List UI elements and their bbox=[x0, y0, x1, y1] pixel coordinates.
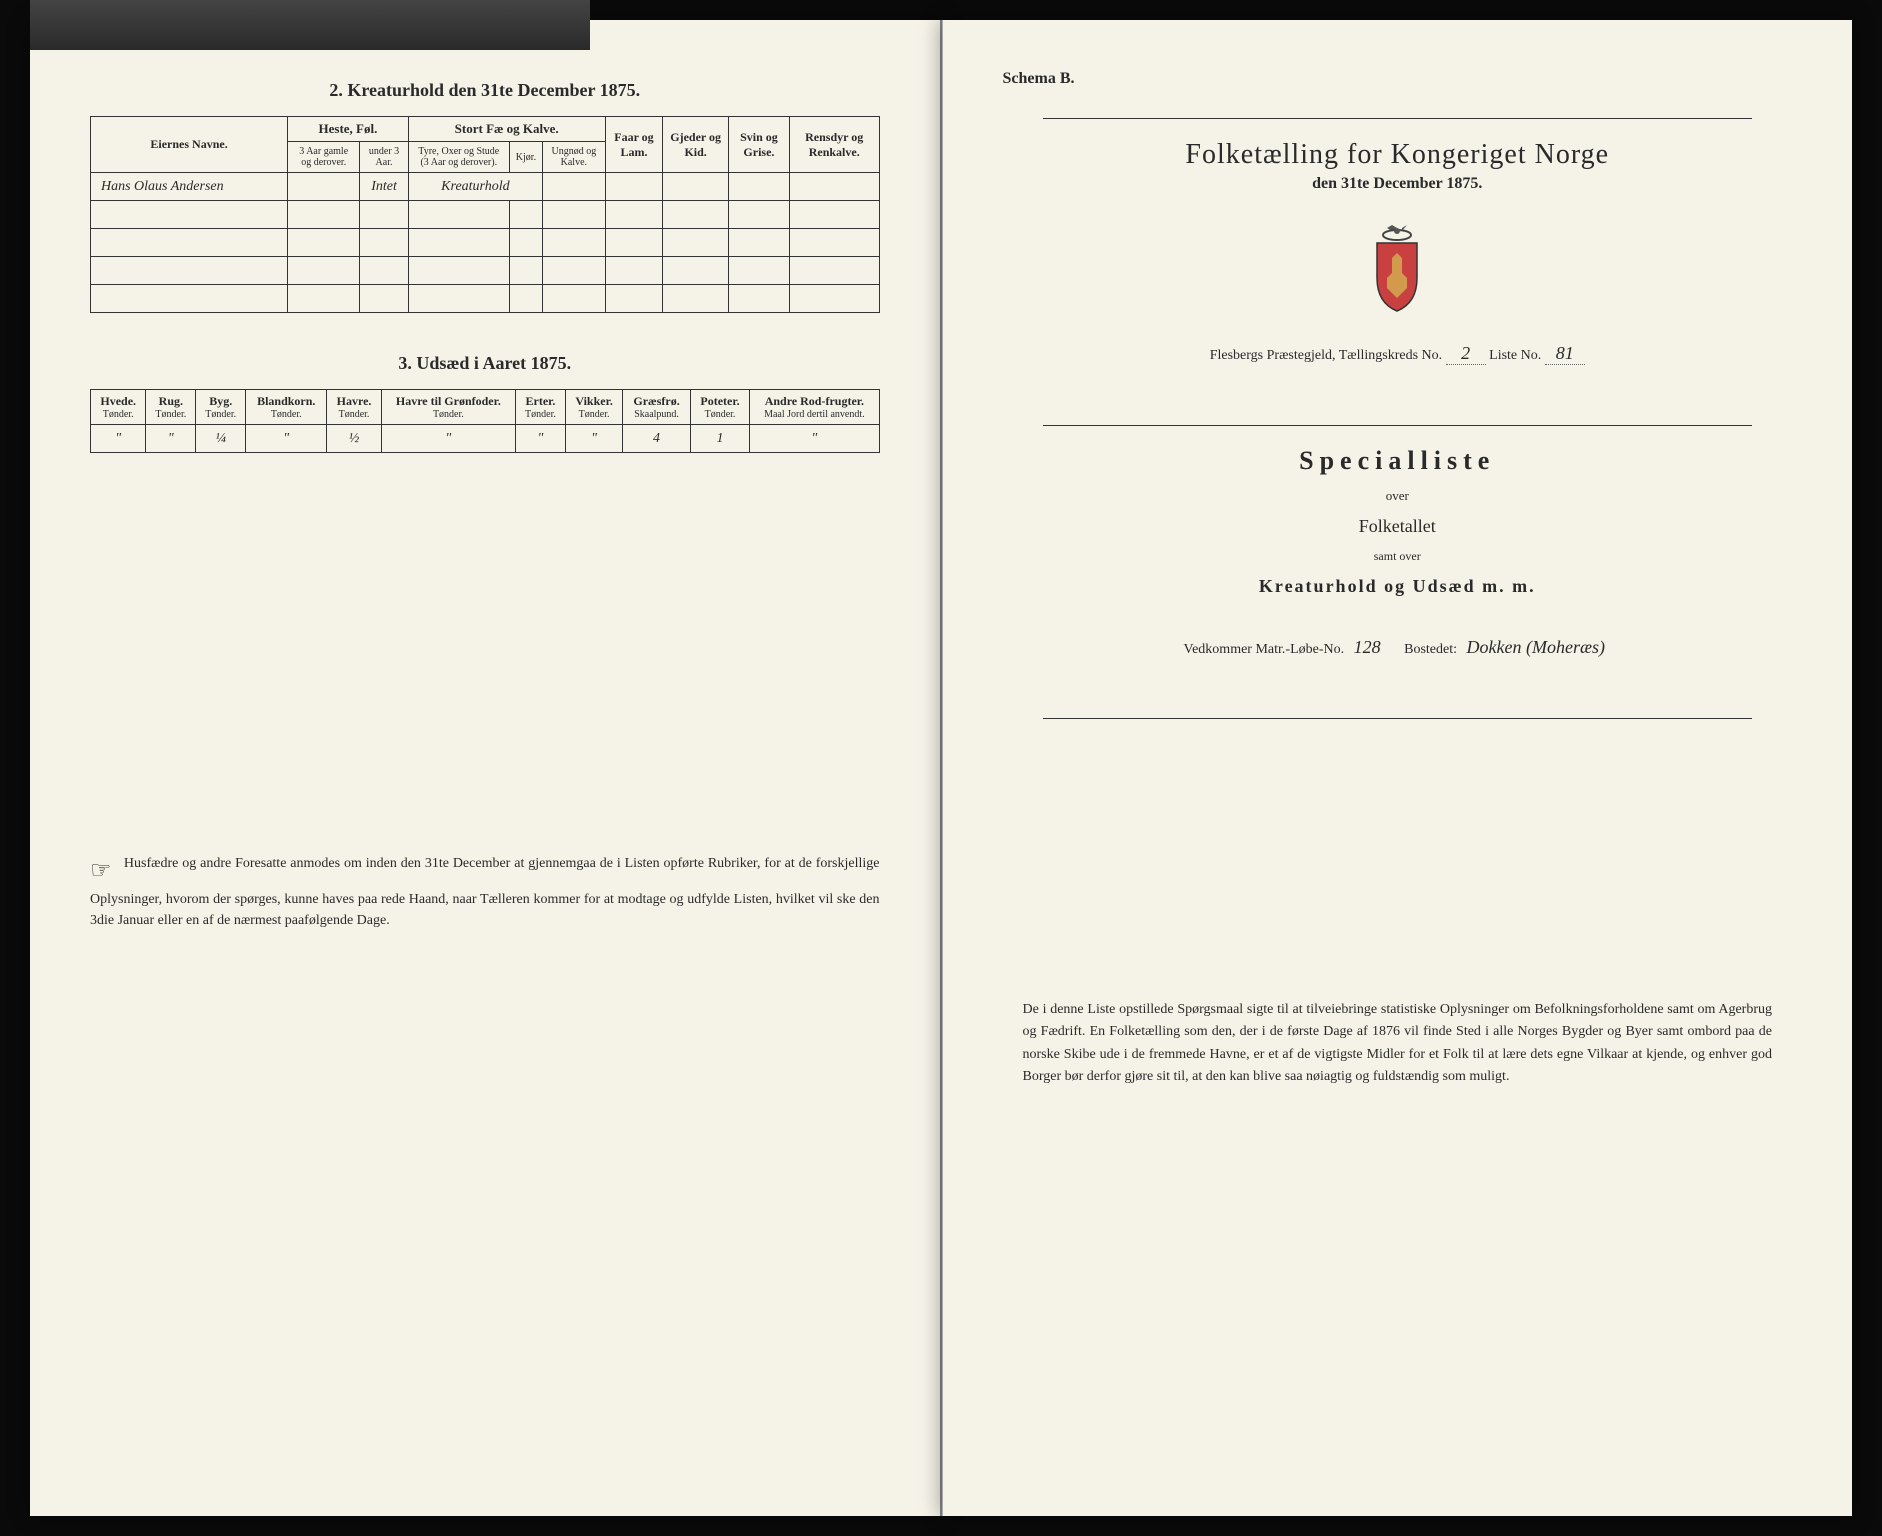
th-root: Andre Rod-frugter.Maal Jord dertil anven… bbox=[750, 390, 879, 425]
th-reindeer: Rensdyr og Renkalve. bbox=[789, 117, 879, 173]
document-spread: 2. Kreaturhold den 31te December 1875. E… bbox=[30, 20, 1852, 1516]
meta-line: Flesbergs Præstegjeld, Tællingskreds No.… bbox=[1003, 343, 1793, 365]
owner-name: Hans Olaus Andersen bbox=[91, 173, 288, 201]
th-rye: Rug.Tønder. bbox=[146, 390, 196, 425]
livestock-table: Eiernes Navne. Heste, Føl. Stort Fæ og K… bbox=[90, 116, 880, 313]
bosted-prefix: Bostedet: bbox=[1404, 642, 1457, 657]
th-barley: Byg.Tønder. bbox=[196, 390, 246, 425]
th-horses-a: 3 Aar gamle og derover. bbox=[288, 142, 360, 173]
th-mixed: Blandkorn.Tønder. bbox=[246, 390, 327, 425]
th-pigs: Svin og Grise. bbox=[728, 117, 789, 173]
th-wheat: Hvede.Tønder. bbox=[91, 390, 146, 425]
vedk-prefix: Vedkommer Matr.-Løbe-No. bbox=[1184, 642, 1345, 657]
meta-kreds: 2 bbox=[1446, 343, 1486, 365]
th-cattle-group: Stort Fæ og Kalve. bbox=[408, 117, 605, 142]
th-grass: Græsfrø.Skaalpund. bbox=[623, 390, 691, 425]
table-row: " " ¼ " ½ " " " 4 1 " bbox=[91, 425, 880, 453]
pointing-hand-icon: ☞ bbox=[90, 853, 120, 889]
table-row bbox=[91, 285, 880, 313]
th-potato: Poteter.Tønder. bbox=[690, 390, 749, 425]
table-row: Hans Olaus Andersen Intet Kreaturhold bbox=[91, 173, 880, 201]
kreatur-label: Kreaturhold og Udsæd m. m. bbox=[1003, 576, 1793, 597]
over-label: over bbox=[1003, 488, 1793, 504]
section3-title: 3. Udsæd i Aaret 1875. bbox=[90, 353, 880, 374]
special-title: Specialliste bbox=[1003, 446, 1793, 476]
right-notice: De i denne Liste opstillede Spørgsmaal s… bbox=[1003, 999, 1793, 1089]
divider bbox=[1043, 718, 1753, 719]
main-title: Folketælling for Kongeriget Norge bbox=[1003, 139, 1793, 171]
th-horses-b: under 3 Aar. bbox=[360, 142, 408, 173]
meta-liste: 81 bbox=[1545, 343, 1585, 365]
table-row bbox=[91, 229, 880, 257]
meta-liste-prefix: Liste No. bbox=[1489, 348, 1541, 363]
th-cattle-c: Ungnød og Kalve. bbox=[543, 142, 606, 173]
notice-text: Husfædre og andre Foresatte anmodes om i… bbox=[90, 856, 880, 928]
th-peas: Erter.Tønder. bbox=[516, 390, 566, 425]
divider bbox=[1043, 118, 1753, 119]
top-edge-shadow bbox=[30, 0, 590, 50]
meta-prefix: Flesbergs Præstegjeld, Tællingskreds No. bbox=[1210, 348, 1442, 363]
th-oats: Havre.Tønder. bbox=[327, 390, 381, 425]
table-row bbox=[91, 201, 880, 229]
th-sheep: Faar og Lam. bbox=[605, 117, 663, 173]
schema-label: Schema B. bbox=[1003, 70, 1793, 88]
th-owner: Eiernes Navne. bbox=[91, 117, 288, 173]
coat-of-arms-icon bbox=[1362, 223, 1432, 313]
sub-title: den 31te December 1875. bbox=[1003, 175, 1793, 193]
th-horses-group: Heste, Føl. bbox=[288, 117, 409, 142]
folketallet-label: Folketallet bbox=[1003, 516, 1793, 537]
vedk-lobe: 128 bbox=[1348, 637, 1387, 657]
vedk-line: Vedkommer Matr.-Løbe-No. 128 Bostedet: D… bbox=[1003, 637, 1793, 658]
section2-title: 2. Kreaturhold den 31te December 1875. bbox=[90, 80, 880, 101]
th-vetch: Vikker.Tønder. bbox=[565, 390, 622, 425]
right-page: Schema B. Folketælling for Kongeriget No… bbox=[942, 20, 1853, 1516]
samt-label: samt over bbox=[1003, 549, 1793, 564]
bosted-value: Dokken (Moheræs) bbox=[1461, 637, 1611, 657]
table-row bbox=[91, 257, 880, 285]
th-cattle-b: Kjør. bbox=[509, 142, 542, 173]
divider bbox=[1043, 425, 1753, 426]
th-cattle-a: Tyre, Oxer og Stude (3 Aar og derover). bbox=[408, 142, 509, 173]
seed-table: Hvede.Tønder. Rug.Tønder. Byg.Tønder. Bl… bbox=[90, 389, 880, 453]
th-oats-fodder: Havre til Grønfoder.Tønder. bbox=[381, 390, 515, 425]
left-notice: ☞ Husfædre og andre Foresatte anmodes om… bbox=[90, 853, 880, 931]
th-goats: Gjeder og Kid. bbox=[663, 117, 729, 173]
left-page: 2. Kreaturhold den 31te December 1875. E… bbox=[30, 20, 942, 1516]
